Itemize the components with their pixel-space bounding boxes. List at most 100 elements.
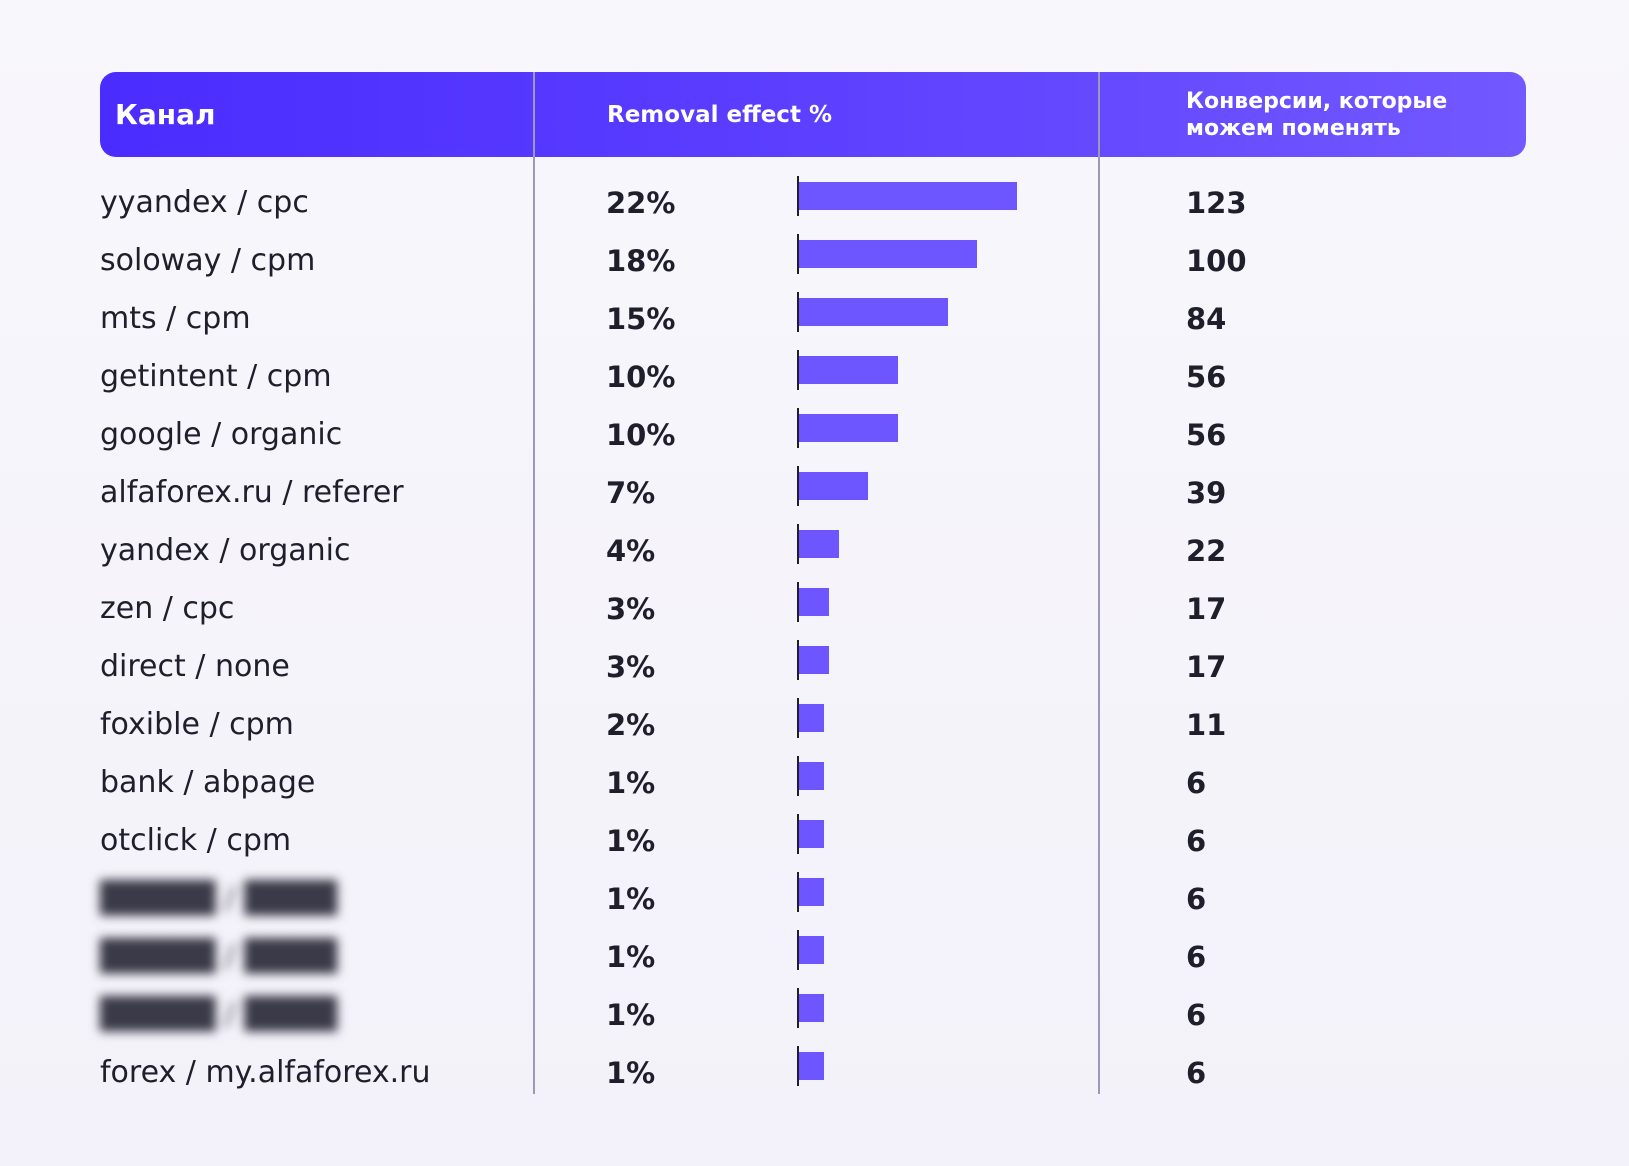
bar-axis [797, 640, 799, 680]
channel-name-blurred: █████ / ████ [100, 939, 337, 974]
bar-axis [797, 582, 799, 622]
table-row: google / organic 10% 56 [0, 406, 1629, 464]
removal-effect-bar [799, 240, 977, 268]
table-header: Канал Removal effect % Конверсии, которы… [100, 72, 1526, 157]
conversions-value: 6 [1186, 998, 1207, 1032]
header-removal-effect: Removal effect % [607, 101, 832, 128]
conversions-value: 56 [1186, 360, 1227, 394]
table-row: alfaforex.ru / referer 7% 39 [0, 464, 1629, 522]
channel-name: yyandex / cpc [100, 185, 309, 220]
bar-axis [797, 408, 799, 448]
column-divider-2 [1098, 72, 1100, 1094]
removal-effect-label: 3% [606, 650, 656, 684]
channel-name: mts / cpm [100, 301, 251, 336]
channel-name: getintent / cpm [100, 359, 332, 394]
conversions-value: 17 [1186, 650, 1227, 684]
removal-effect-bar [799, 1052, 824, 1080]
channel-name: soloway / cpm [100, 243, 316, 278]
removal-effect-bar [799, 878, 824, 906]
table-row: mts / cpm 15% 84 [0, 290, 1629, 348]
conversions-value: 6 [1186, 882, 1207, 916]
table-row: soloway / cpm 18% 100 [0, 232, 1629, 290]
conversions-value: 123 [1186, 186, 1247, 220]
channel-name: zen / cpc [100, 591, 235, 626]
conversions-value: 100 [1186, 244, 1247, 278]
conversions-value: 22 [1186, 534, 1227, 568]
removal-effect-bar [799, 356, 898, 384]
removal-effect-label: 2% [606, 708, 656, 742]
removal-effect-label: 1% [606, 882, 656, 916]
channel-name: yandex / organic [100, 533, 351, 568]
removal-effect-bar [799, 762, 824, 790]
conversions-value: 56 [1186, 418, 1227, 452]
conversions-value: 6 [1186, 940, 1207, 974]
table-row: otclick / cpm 1% 6 [0, 812, 1629, 870]
bar-axis [797, 1046, 799, 1086]
removal-effect-label: 1% [606, 998, 656, 1032]
channel-name-blurred: █████ / ████ [100, 997, 337, 1032]
conversions-value: 39 [1186, 476, 1227, 510]
conversions-value: 6 [1186, 824, 1207, 858]
removal-effect-bar [799, 472, 868, 500]
bar-axis [797, 466, 799, 506]
channel-name: google / organic [100, 417, 343, 452]
table-row: █████ / ████ 1% 6 [0, 928, 1629, 986]
removal-effect-bar [799, 298, 948, 326]
channel-name-blurred: █████ / ████ [100, 881, 337, 916]
bar-axis [797, 234, 799, 274]
table-row: yyandex / cpc 22% 123 [0, 174, 1629, 232]
removal-effect-bar [799, 704, 824, 732]
header-conversions: Конверсии, которые можем поменять [1186, 88, 1448, 141]
column-divider-1 [533, 72, 535, 1094]
removal-effect-label: 10% [606, 418, 676, 452]
removal-effect-label: 15% [606, 302, 676, 336]
removal-effect-label: 4% [606, 534, 656, 568]
table-row: bank / abpage 1% 6 [0, 754, 1629, 812]
bar-axis [797, 756, 799, 796]
conversions-value: 17 [1186, 592, 1227, 626]
removal-effect-label: 1% [606, 940, 656, 974]
removal-effect-label: 18% [606, 244, 676, 278]
channel-name: foxible / cpm [100, 707, 294, 742]
channel-name: direct / none [100, 649, 290, 684]
conversions-value: 6 [1186, 1056, 1207, 1090]
removal-effect-bar [799, 646, 829, 674]
bar-axis [797, 872, 799, 912]
table-row: getintent / cpm 10% 56 [0, 348, 1629, 406]
removal-effect-bar [799, 936, 824, 964]
channel-name: forex / my.alfaforex.ru [100, 1055, 431, 1090]
removal-effect-label: 22% [606, 186, 676, 220]
conversions-value: 84 [1186, 302, 1227, 336]
channel-name: otclick / cpm [100, 823, 292, 858]
table-row: foxible / cpm 2% 11 [0, 696, 1629, 754]
bar-axis [797, 814, 799, 854]
conversions-value: 6 [1186, 766, 1207, 800]
bar-axis [797, 698, 799, 738]
table-row: █████ / ████ 1% 6 [0, 870, 1629, 928]
removal-effect-bar [799, 414, 898, 442]
removal-effect-bar [799, 182, 1017, 210]
removal-effect-label: 1% [606, 766, 656, 800]
removal-effect-bar [799, 530, 839, 558]
removal-effect-bar [799, 994, 824, 1022]
bar-axis [797, 350, 799, 390]
bar-axis [797, 524, 799, 564]
bar-axis [797, 930, 799, 970]
removal-effect-label: 7% [606, 476, 656, 510]
table-row: forex / my.alfaforex.ru 1% 6 [0, 1044, 1629, 1102]
bar-axis [797, 988, 799, 1028]
table-row: █████ / ████ 1% 6 [0, 986, 1629, 1044]
removal-effect-label: 1% [606, 824, 656, 858]
removal-effect-bar [799, 820, 824, 848]
removal-effect-label: 3% [606, 592, 656, 626]
removal-effect-bar [799, 588, 829, 616]
bar-axis [797, 176, 799, 216]
channel-name: bank / abpage [100, 765, 316, 800]
table-row: zen / cpc 3% 17 [0, 580, 1629, 638]
bar-axis [797, 292, 799, 332]
channel-name: alfaforex.ru / referer [100, 475, 404, 510]
removal-effect-label: 10% [606, 360, 676, 394]
conversions-value: 11 [1186, 708, 1227, 742]
header-channel: Канал [115, 98, 216, 131]
